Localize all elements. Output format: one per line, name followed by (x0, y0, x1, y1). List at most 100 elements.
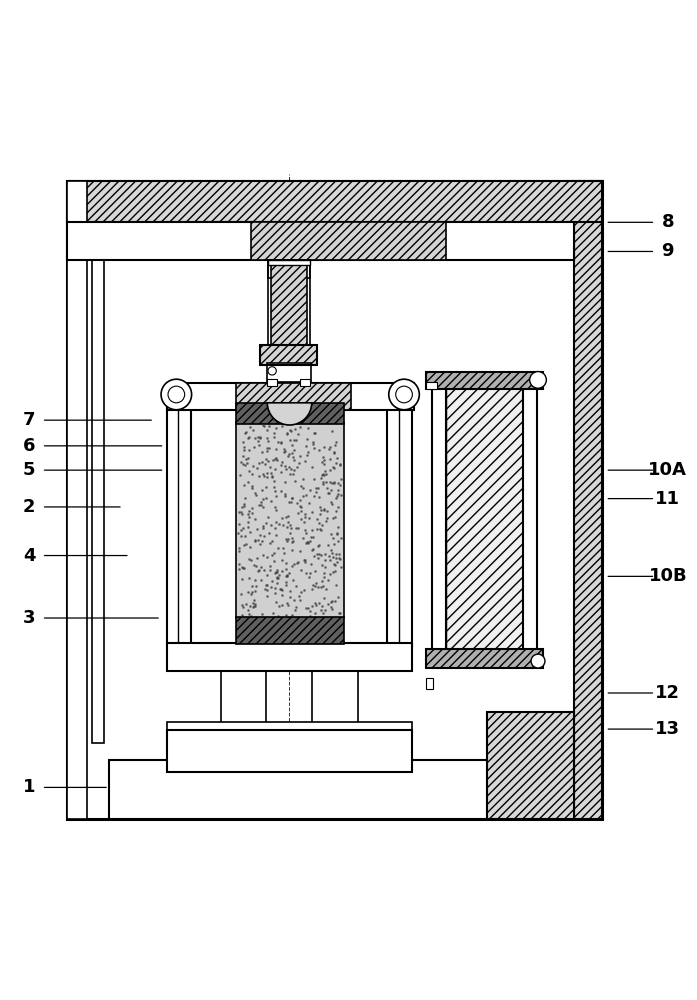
Point (269, 451, 280, 467)
Point (305, 608, 316, 624)
Point (314, 499, 325, 515)
Point (261, 451, 272, 467)
Point (245, 539, 256, 555)
Point (310, 597, 321, 613)
Point (335, 605, 346, 621)
Point (309, 595, 321, 611)
Point (270, 502, 282, 518)
Point (315, 602, 326, 618)
Point (243, 514, 254, 530)
Point (331, 525, 342, 541)
Point (332, 475, 344, 491)
Point (254, 527, 266, 543)
Point (265, 465, 276, 481)
Point (277, 563, 288, 579)
Point (282, 533, 293, 549)
Point (316, 573, 328, 589)
Point (263, 440, 275, 456)
Point (317, 466, 328, 482)
Point (274, 516, 285, 532)
Bar (109, 760, 494, 819)
Point (308, 471, 319, 487)
Point (280, 555, 291, 571)
Point (324, 474, 335, 490)
Point (292, 426, 303, 442)
Point (306, 504, 317, 520)
Point (269, 461, 280, 477)
Point (240, 457, 251, 473)
Point (325, 482, 337, 498)
Point (272, 540, 283, 556)
Point (247, 466, 258, 482)
Point (300, 487, 312, 503)
Point (276, 464, 287, 480)
Point (258, 518, 269, 534)
Point (326, 601, 337, 617)
Point (259, 581, 270, 597)
Point (236, 597, 247, 613)
Point (272, 434, 283, 450)
Point (295, 492, 306, 508)
Point (270, 565, 281, 581)
Point (330, 490, 342, 506)
Point (289, 432, 300, 448)
Point (238, 434, 249, 450)
Point (293, 520, 304, 536)
Point (258, 417, 269, 433)
Point (312, 521, 323, 537)
Point (261, 588, 273, 604)
Point (262, 433, 273, 449)
Point (247, 480, 258, 496)
Point (259, 418, 270, 434)
Point (327, 423, 338, 439)
Point (293, 554, 304, 570)
Point (291, 495, 302, 511)
Point (286, 423, 297, 439)
Point (266, 533, 277, 549)
Point (250, 583, 261, 599)
Point (240, 596, 252, 612)
Point (287, 466, 298, 482)
Point (286, 534, 298, 550)
Point (321, 480, 332, 496)
Point (328, 549, 339, 565)
Bar (261, 345, 317, 365)
Point (256, 559, 267, 575)
Point (250, 485, 261, 501)
Text: 4: 4 (23, 547, 36, 565)
Point (286, 520, 297, 536)
Bar (312, 670, 358, 726)
Point (288, 533, 299, 549)
Point (328, 475, 339, 491)
Point (318, 476, 329, 492)
Point (262, 453, 273, 469)
Point (281, 519, 292, 535)
Bar (68, 222, 574, 260)
Point (306, 459, 317, 475)
Bar (167, 408, 191, 646)
Point (250, 430, 261, 446)
Point (278, 540, 289, 556)
Point (250, 487, 261, 503)
Point (319, 501, 330, 517)
Point (312, 538, 323, 554)
Point (243, 503, 254, 519)
Bar (427, 382, 436, 389)
Point (245, 419, 256, 435)
Point (305, 529, 316, 545)
Point (289, 592, 300, 608)
Point (283, 448, 294, 464)
Point (314, 506, 325, 522)
Point (233, 504, 244, 520)
Point (261, 430, 273, 446)
Point (252, 532, 263, 548)
Point (330, 557, 341, 573)
Point (275, 457, 286, 473)
Point (330, 593, 341, 609)
Point (308, 440, 319, 456)
Point (314, 546, 325, 562)
Point (268, 429, 279, 445)
Text: 1: 1 (23, 778, 36, 796)
Point (248, 592, 259, 608)
Point (266, 493, 277, 509)
